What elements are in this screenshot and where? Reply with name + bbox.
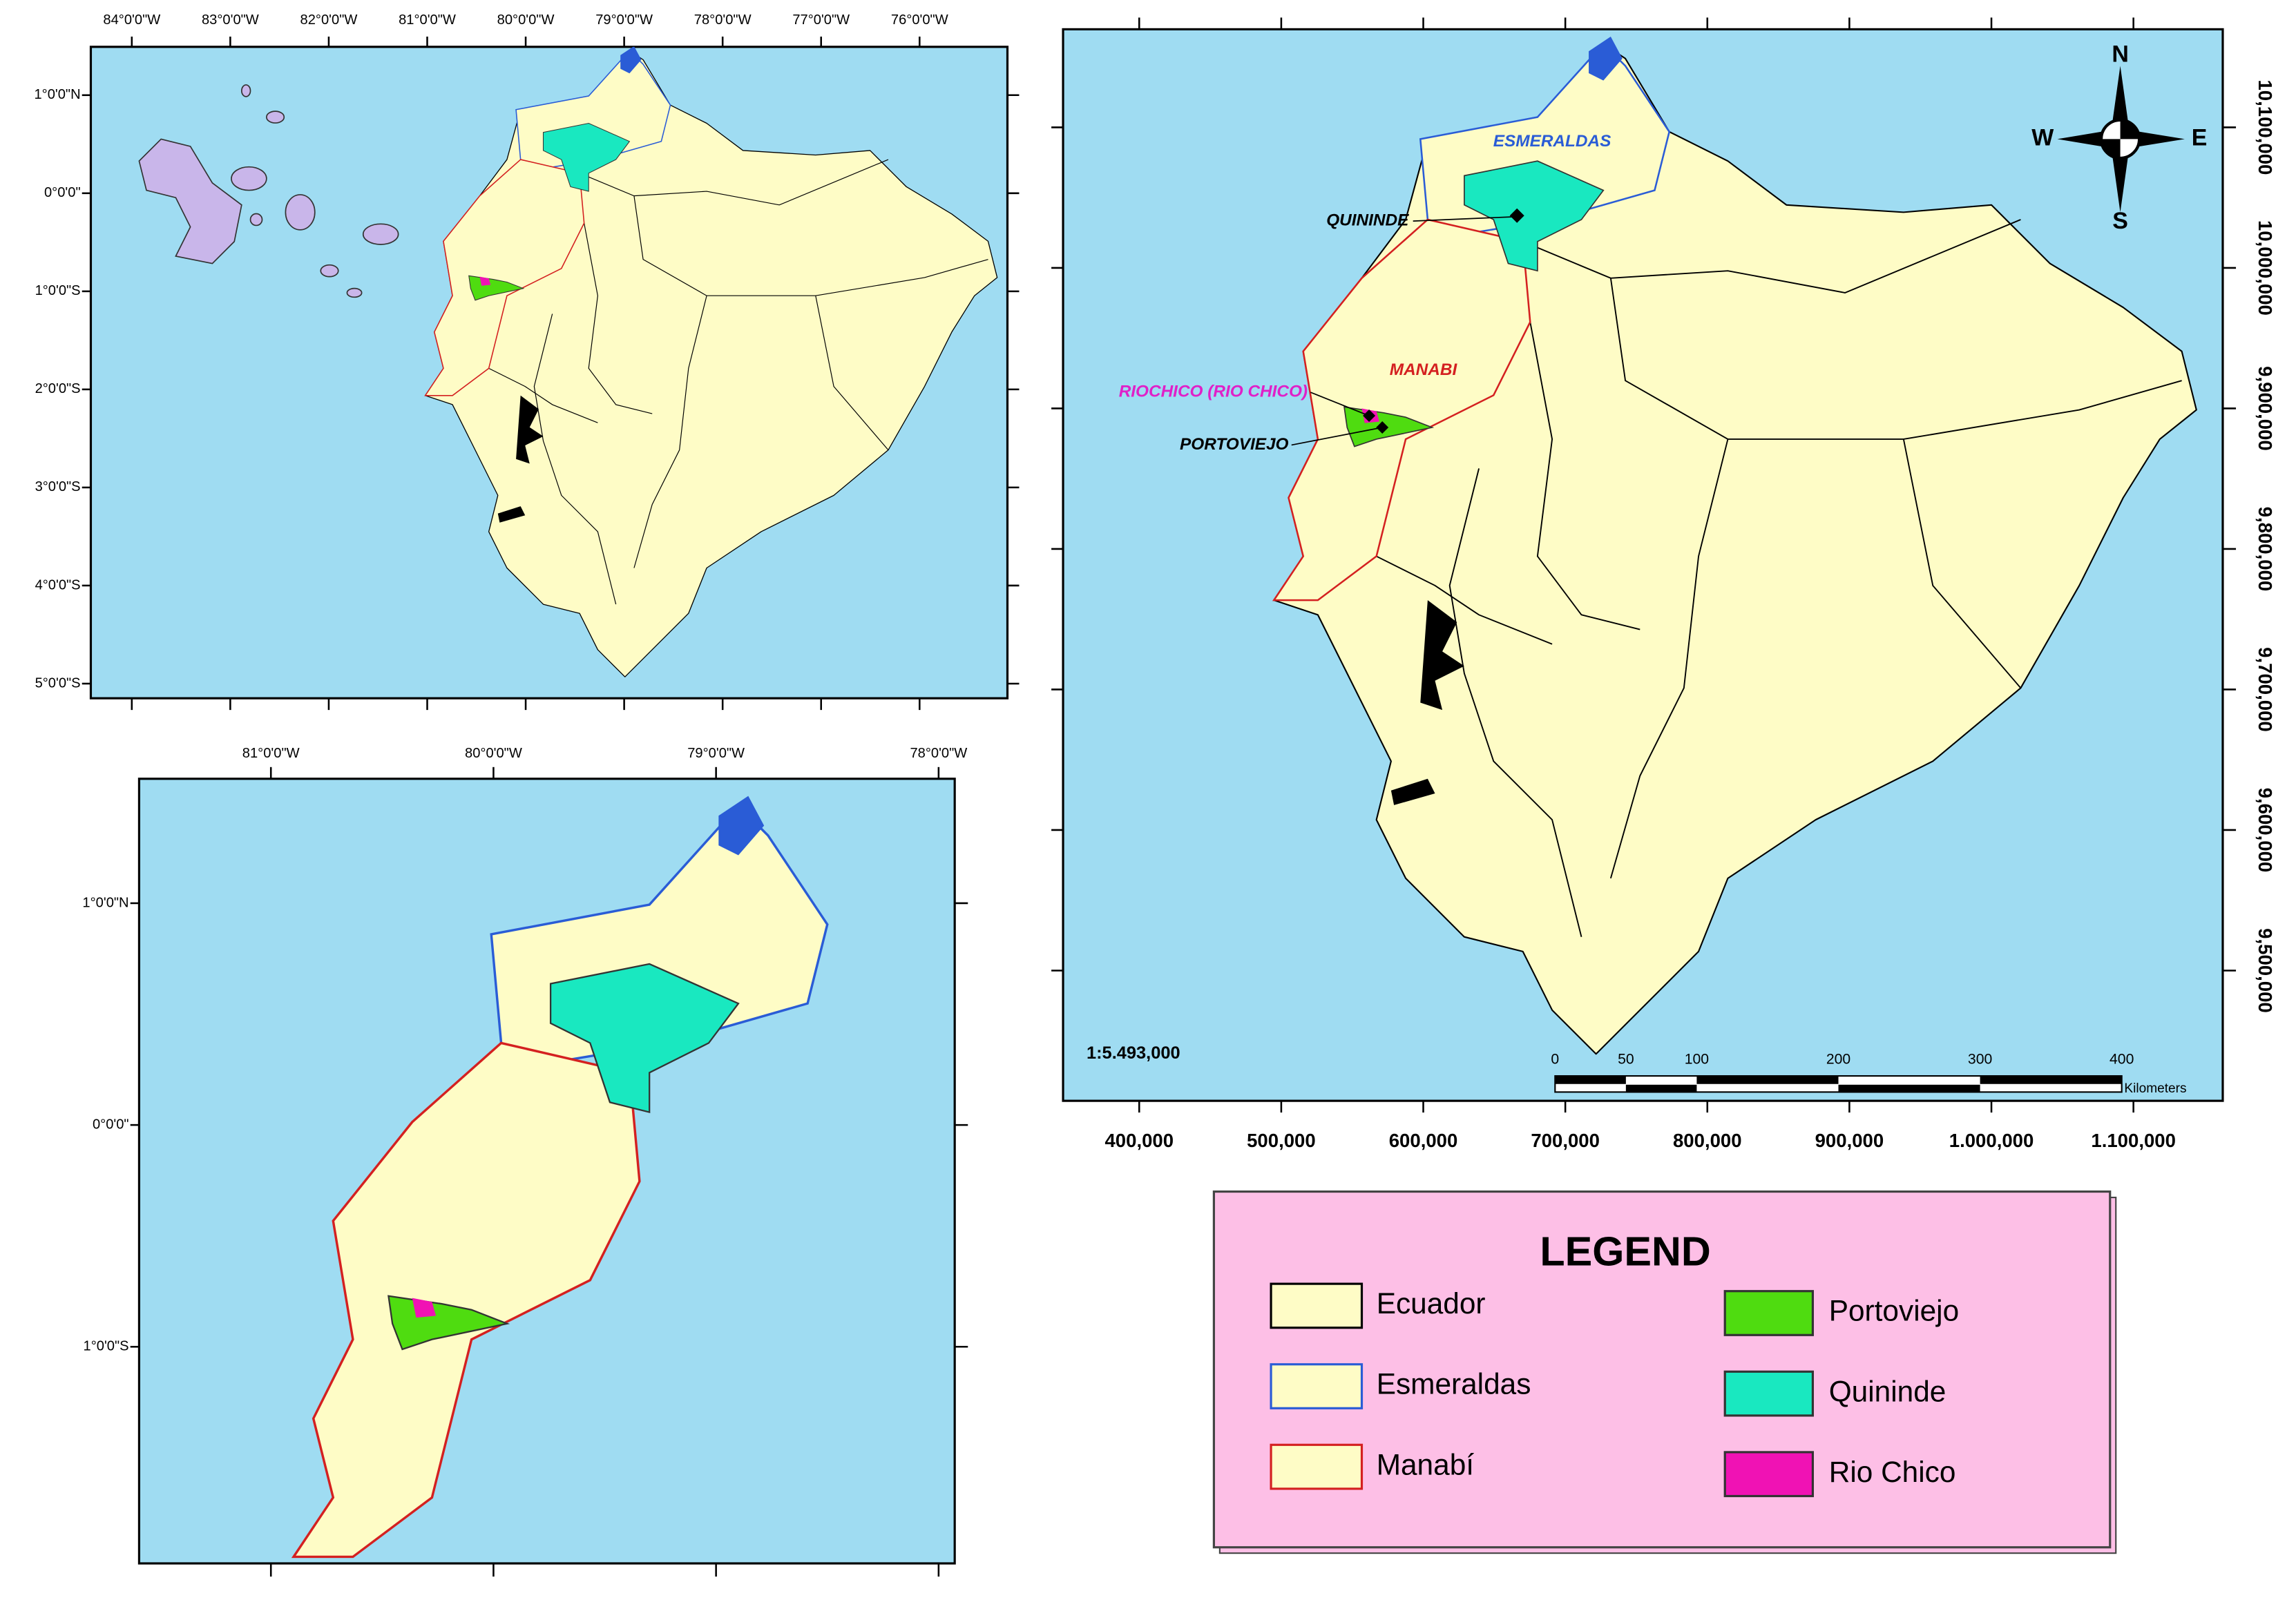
compass-letter: E — [2192, 124, 2208, 151]
galapagos — [138, 84, 399, 298]
y-tick-label: 5°0'0"S — [35, 675, 81, 691]
scale-bar-segment — [1555, 1076, 1626, 1084]
y-tick-label: 2°0'0"S — [35, 381, 81, 396]
scale-bar-label: 0 — [1551, 1051, 1559, 1067]
legend-swatch — [1270, 1282, 1364, 1329]
x-tick-label: 80°0'0"W — [497, 12, 555, 28]
x-tick-label: 1.000,000 — [1949, 1130, 2034, 1151]
y-tick-label: 10,000,000 — [2255, 220, 2276, 316]
detail-map — [137, 778, 956, 1565]
scale-bar-label: 50 — [1618, 1051, 1634, 1067]
x-tick-label: 77°0'0"W — [792, 12, 850, 28]
y-tick-label: 9,900,000 — [2255, 366, 2276, 451]
x-tick-label: 81°0'0"W — [242, 746, 300, 761]
scale-bar-segment — [1696, 1076, 1839, 1084]
x-tick-label: 79°0'0"W — [595, 12, 653, 28]
compass-letter: S — [2112, 208, 2128, 234]
scale-bar-label: 300 — [1968, 1051, 1992, 1067]
x-tick-label: 79°0'0"W — [687, 746, 745, 761]
y-tick-label: 3°0'0"S — [35, 479, 81, 494]
x-tick-label: 800,000 — [1673, 1130, 1742, 1151]
scale-bar-segment — [1625, 1084, 1697, 1093]
y-tick-label: 0°0'0" — [93, 1117, 129, 1132]
y-tick-label: 9,600,000 — [2255, 788, 2276, 873]
scale-bar-segment — [1838, 1084, 1980, 1093]
y-tick-label: 10,100,000 — [2255, 79, 2276, 175]
scale-text: 1:5.493,000 — [1087, 1043, 1180, 1063]
y-tick-label: 1°0'0"N — [82, 895, 128, 910]
x-tick-label: 84°0'0"W — [103, 12, 160, 28]
x-tick-label: 600,000 — [1389, 1130, 1458, 1151]
y-tick-label: 0°0'0" — [44, 185, 81, 200]
legend-label: Manabí — [1377, 1448, 1475, 1481]
legend-label: Rio Chico — [1829, 1456, 1956, 1488]
main-map — [1062, 28, 2224, 1102]
x-tick-label: 500,000 — [1247, 1130, 1316, 1151]
scale-bar-label: 100 — [1685, 1051, 1709, 1067]
place-label: QUININDE — [1326, 211, 1409, 230]
legend-label: Quininde — [1829, 1375, 1946, 1407]
x-tick-label: 400,000 — [1104, 1130, 1174, 1151]
compass-letter: W — [2031, 124, 2054, 151]
y-tick-label: 1°0'0"S — [35, 283, 81, 298]
legend-label: Esmeraldas — [1377, 1368, 1531, 1400]
y-tick-label: 4°0'0"S — [35, 577, 81, 592]
scale-bar-label: 200 — [1826, 1051, 1850, 1067]
legend-label: Ecuador — [1377, 1287, 1486, 1320]
x-tick-label: 900,000 — [1815, 1130, 1884, 1151]
legend-box — [1212, 1190, 2112, 1549]
compass-letter: N — [2112, 41, 2129, 68]
map-shapes — [1273, 35, 2197, 1055]
y-tick-label: 1°0'0"S — [84, 1339, 129, 1354]
place-label: RIOCHICO (RIO CHICO) — [1119, 383, 1308, 401]
y-tick-label: 1°0'0"N — [34, 87, 80, 102]
x-tick-label: 76°0'0"W — [891, 12, 948, 28]
legend-swatch — [1270, 1363, 1364, 1409]
legend-swatch — [1270, 1443, 1364, 1490]
x-tick-label: 1.100,000 — [2091, 1130, 2176, 1151]
place-label: PORTOVIEJO — [1180, 435, 1289, 454]
scale-bar-label: 400 — [2110, 1051, 2134, 1067]
map-shapes — [138, 46, 998, 677]
x-tick-label: 82°0'0"W — [300, 12, 358, 28]
legend-swatch — [1723, 1451, 1815, 1498]
y-tick-label: 9,700,000 — [2255, 647, 2276, 732]
x-tick-label: 78°0'0"W — [694, 12, 752, 28]
compass — [2057, 66, 2185, 213]
y-tick-label: 9,500,000 — [2255, 928, 2276, 1013]
scale-bar-segment — [1980, 1076, 2122, 1084]
legend-swatch — [1723, 1290, 1815, 1336]
x-tick-label: 78°0'0"W — [910, 746, 967, 761]
legend-title: LEGEND — [1540, 1228, 1710, 1274]
place-label: ESMERALDAS — [1493, 132, 1611, 151]
x-tick-label: 700,000 — [1531, 1130, 1600, 1151]
overview-map — [89, 46, 1009, 700]
legend: LEGEND — [1212, 1190, 2117, 1554]
place-label: MANABI — [1390, 360, 1458, 379]
x-tick-label: 83°0'0"W — [202, 12, 259, 28]
x-tick-label: 80°0'0"W — [465, 746, 522, 761]
y-tick-label: 9,800,000 — [2255, 507, 2276, 592]
legend-swatch — [1723, 1370, 1815, 1417]
scale-bar-unit: Kilometers — [2124, 1081, 2186, 1096]
legend-label: Portoviejo — [1829, 1295, 1959, 1327]
x-tick-label: 81°0'0"W — [399, 12, 456, 28]
